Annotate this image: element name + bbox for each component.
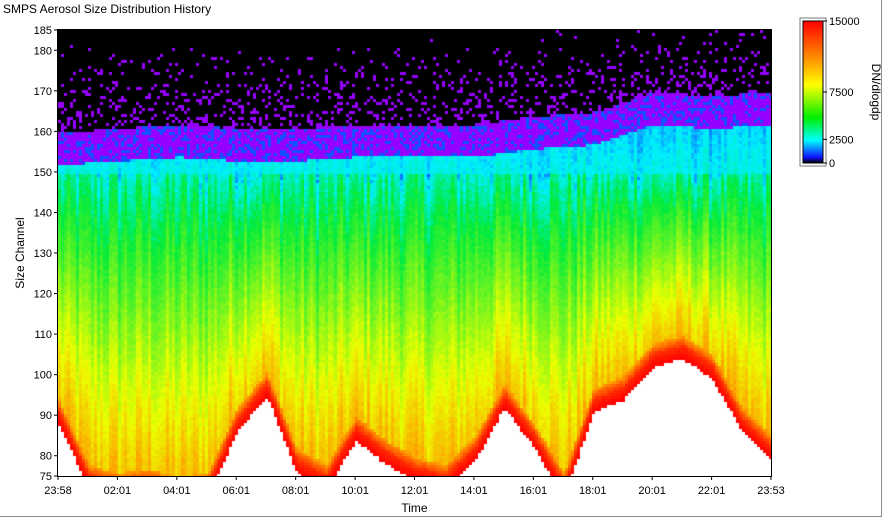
y-tick-label: 160 <box>34 126 52 138</box>
x-tick-label: 06:01 <box>222 485 250 497</box>
y-tick-label: 90 <box>40 410 52 422</box>
y-axis: 75 80 90 100 110 120 130 140 150 160 170 180 185 <box>34 25 58 483</box>
colorbar-tick-label: 0 <box>829 158 835 170</box>
x-tick-label: 22:01 <box>698 485 726 497</box>
x-tick-label: 12:01 <box>401 485 429 497</box>
colorbar: 0 2500 7500 15000 <box>799 16 860 170</box>
colorbar-tick-label: 2500 <box>829 134 853 146</box>
colorbar-tick-label: 7500 <box>829 87 853 99</box>
y-tick-label: 140 <box>34 207 52 219</box>
y-tick-label: 110 <box>34 329 52 341</box>
y-tick-label: 130 <box>34 248 52 260</box>
x-tick-label: 08:01 <box>282 485 310 497</box>
x-tick-label: 18:01 <box>579 485 607 497</box>
y-axis-title: Size Channel <box>13 217 27 288</box>
x-tick-label: 23:58 <box>44 485 72 497</box>
y-tick-label: 150 <box>34 167 52 179</box>
y-tick-label: 120 <box>34 289 52 301</box>
y-tick-label: 180 <box>34 45 52 57</box>
x-tick-label: 20:01 <box>638 485 666 497</box>
x-tick-label: 16:01 <box>520 485 548 497</box>
heatmap-plot <box>58 30 771 476</box>
chart-title: SMPS Aerosol Size Distribution History <box>3 2 212 16</box>
y-tick-label: 80 <box>40 451 52 463</box>
x-tick-label: 23:53 <box>757 485 785 497</box>
y-tick-label: 185 <box>34 25 52 37</box>
heatmap-image <box>58 30 771 476</box>
x-axis-title: Time <box>401 501 428 515</box>
x-tick-label: 04:01 <box>163 485 191 497</box>
colorbar-title: DN/dlogdp <box>869 64 883 121</box>
colorbar-tick-label: 15000 <box>829 16 860 28</box>
x-tick-label: 14:01 <box>460 485 488 497</box>
x-tick-label: 02:01 <box>104 485 132 497</box>
colorbar-gradient <box>802 20 824 164</box>
x-tick-label: 10:01 <box>341 485 369 497</box>
x-axis: 23:58 02:01 04:01 06:01 08:01 10:01 12:01 14:01… <box>44 476 785 497</box>
y-tick-label: 170 <box>34 86 52 98</box>
y-tick-label: 100 <box>34 370 52 382</box>
y-tick-label: 75 <box>40 471 52 483</box>
